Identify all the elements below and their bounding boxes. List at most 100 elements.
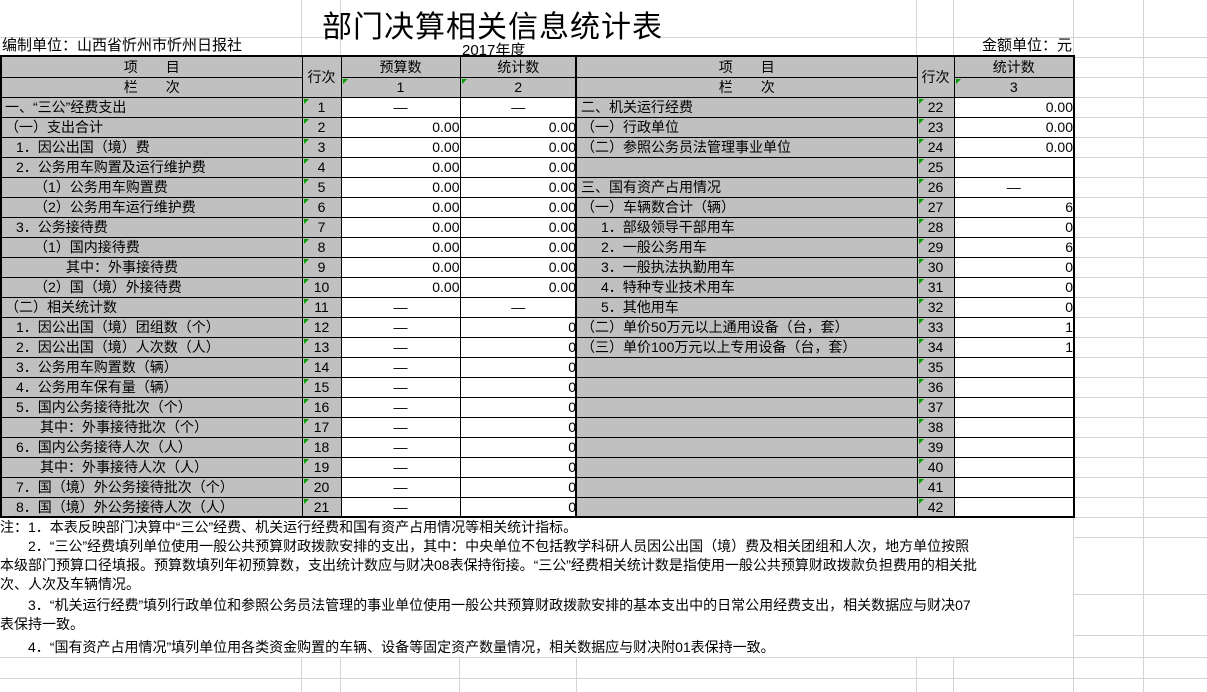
row-number-cell[interactable]: 29 bbox=[916, 236, 955, 258]
row-number-cell[interactable]: 19 bbox=[301, 456, 342, 478]
row-number-cell[interactable]: 13 bbox=[301, 336, 342, 358]
stat-value-cell[interactable]: — bbox=[953, 176, 1075, 198]
item-cell[interactable] bbox=[575, 476, 918, 498]
budget-value-cell[interactable]: 0.00 bbox=[340, 196, 461, 218]
budget-value-cell[interactable]: — bbox=[340, 476, 461, 498]
budget-value-cell[interactable]: — bbox=[340, 96, 461, 118]
right-header-stat[interactable]: 统计数 bbox=[953, 55, 1075, 78]
row-number-cell[interactable]: 38 bbox=[916, 416, 955, 438]
stat-value-cell[interactable]: 0.00 bbox=[459, 196, 578, 218]
item-cell[interactable]: 3．一般执法执勤用车 bbox=[575, 256, 918, 278]
item-cell[interactable]: （一）支出合计 bbox=[0, 116, 303, 138]
item-cell[interactable] bbox=[575, 496, 918, 518]
budget-value-cell[interactable]: 0.00 bbox=[340, 256, 461, 278]
budget-value-cell[interactable]: 0.00 bbox=[340, 116, 461, 138]
row-number-cell[interactable]: 24 bbox=[916, 136, 955, 158]
stat-value-cell[interactable]: 1 bbox=[953, 336, 1075, 358]
row-number-cell[interactable]: 34 bbox=[916, 336, 955, 358]
row-number-cell[interactable]: 5 bbox=[301, 176, 342, 198]
row-number-cell[interactable]: 25 bbox=[916, 156, 955, 178]
row-number-cell[interactable]: 33 bbox=[916, 316, 955, 338]
stat-value-cell[interactable]: 0 bbox=[459, 316, 578, 338]
item-cell[interactable]: （1）公务用车购置费 bbox=[0, 176, 303, 198]
stat-value-cell[interactable]: 0.00 bbox=[459, 236, 578, 258]
item-cell[interactable]: 其中：外事接待费 bbox=[0, 256, 303, 278]
right-header-item[interactable]: 项 目 bbox=[575, 55, 918, 78]
item-cell[interactable] bbox=[575, 416, 918, 438]
row-number-cell[interactable]: 17 bbox=[301, 416, 342, 438]
stat-value-cell[interactable]: 0 bbox=[953, 276, 1075, 298]
row-number-cell[interactable]: 31 bbox=[916, 276, 955, 298]
left-header-row-no[interactable]: 行次 bbox=[301, 55, 342, 98]
item-cell[interactable] bbox=[575, 376, 918, 398]
stat-value-cell[interactable]: 0.00 bbox=[459, 176, 578, 198]
row-number-cell[interactable]: 35 bbox=[916, 356, 955, 378]
right-header-col-no-3[interactable]: 3 bbox=[953, 76, 1075, 98]
row-number-cell[interactable]: 16 bbox=[301, 396, 342, 418]
budget-value-cell[interactable]: — bbox=[340, 436, 461, 458]
stat-value-cell[interactable]: — bbox=[459, 296, 578, 318]
row-number-cell[interactable]: 11 bbox=[301, 296, 342, 318]
item-cell[interactable]: 其中：外事接待批次（个） bbox=[0, 416, 303, 438]
left-header-col-no-1[interactable]: 1 bbox=[340, 76, 461, 98]
row-number-cell[interactable]: 20 bbox=[301, 476, 342, 498]
left-header-stat[interactable]: 统计数 bbox=[459, 55, 578, 78]
row-number-cell[interactable]: 23 bbox=[916, 116, 955, 138]
row-number-cell[interactable]: 14 bbox=[301, 356, 342, 378]
stat-value-cell[interactable]: 6 bbox=[953, 196, 1075, 218]
item-cell[interactable] bbox=[575, 456, 918, 478]
item-cell[interactable]: 1．因公出国（境）费 bbox=[0, 136, 303, 158]
item-cell[interactable]: 三、国有资产占用情况 bbox=[575, 176, 918, 198]
stat-value-cell[interactable] bbox=[953, 396, 1075, 418]
item-cell[interactable]: 一、“三公”经费支出 bbox=[0, 96, 303, 118]
row-number-cell[interactable]: 12 bbox=[301, 316, 342, 338]
item-cell[interactable]: 7．国（境）外公务接待批次（个） bbox=[0, 476, 303, 498]
item-cell[interactable]: 4．公务用车保有量（辆） bbox=[0, 376, 303, 398]
row-number-cell[interactable]: 32 bbox=[916, 296, 955, 318]
stat-value-cell[interactable]: 0 bbox=[459, 496, 578, 518]
item-cell[interactable] bbox=[575, 156, 918, 178]
budget-value-cell[interactable]: — bbox=[340, 316, 461, 338]
item-cell[interactable]: 2．一般公务用车 bbox=[575, 236, 918, 258]
row-number-cell[interactable]: 9 bbox=[301, 256, 342, 278]
item-cell[interactable]: （2）国（境）外接待费 bbox=[0, 276, 303, 298]
budget-value-cell[interactable]: — bbox=[340, 336, 461, 358]
stat-value-cell[interactable]: — bbox=[459, 96, 578, 118]
stat-value-cell[interactable] bbox=[953, 376, 1075, 398]
stat-value-cell[interactable]: 0.00 bbox=[459, 156, 578, 178]
stat-value-cell[interactable]: 0 bbox=[459, 356, 578, 378]
stat-value-cell[interactable] bbox=[953, 416, 1075, 438]
item-cell[interactable]: 5．其他用车 bbox=[575, 296, 918, 318]
stat-value-cell[interactable]: 0.00 bbox=[459, 276, 578, 298]
item-cell[interactable]: （一）车辆数合计（辆） bbox=[575, 196, 918, 218]
stat-value-cell[interactable]: 0.00 bbox=[953, 116, 1075, 138]
stat-value-cell[interactable]: 0 bbox=[459, 376, 578, 398]
stat-value-cell[interactable] bbox=[953, 496, 1075, 518]
row-number-cell[interactable]: 6 bbox=[301, 196, 342, 218]
stat-value-cell[interactable]: 1 bbox=[953, 316, 1075, 338]
item-cell[interactable] bbox=[575, 396, 918, 418]
stat-value-cell[interactable]: 0 bbox=[459, 436, 578, 458]
row-number-cell[interactable]: 21 bbox=[301, 496, 342, 518]
row-number-cell[interactable]: 42 bbox=[916, 496, 955, 518]
row-number-cell[interactable]: 30 bbox=[916, 256, 955, 278]
stat-value-cell[interactable]: 0 bbox=[953, 296, 1075, 318]
stat-value-cell[interactable]: 0 bbox=[953, 216, 1075, 238]
budget-value-cell[interactable]: — bbox=[340, 396, 461, 418]
row-number-cell[interactable]: 39 bbox=[916, 436, 955, 458]
stat-value-cell[interactable] bbox=[953, 436, 1075, 458]
budget-value-cell[interactable]: 0.00 bbox=[340, 136, 461, 158]
left-header-col-label[interactable]: 栏 次 bbox=[0, 76, 303, 98]
stat-value-cell[interactable]: 0 bbox=[459, 336, 578, 358]
item-cell[interactable]: 6．国内公务接待人次（人） bbox=[0, 436, 303, 458]
stat-value-cell[interactable]: 0.00 bbox=[459, 116, 578, 138]
row-number-cell[interactable]: 40 bbox=[916, 456, 955, 478]
stat-value-cell[interactable]: 6 bbox=[953, 236, 1075, 258]
item-cell[interactable]: 二、机关运行经费 bbox=[575, 96, 918, 118]
left-header-col-no-2[interactable]: 2 bbox=[459, 76, 578, 98]
stat-value-cell[interactable] bbox=[953, 156, 1075, 178]
row-number-cell[interactable]: 27 bbox=[916, 196, 955, 218]
stat-value-cell[interactable]: 0 bbox=[459, 476, 578, 498]
budget-value-cell[interactable]: 0.00 bbox=[340, 236, 461, 258]
item-cell[interactable]: 1．因公出国（境）团组数（个） bbox=[0, 316, 303, 338]
